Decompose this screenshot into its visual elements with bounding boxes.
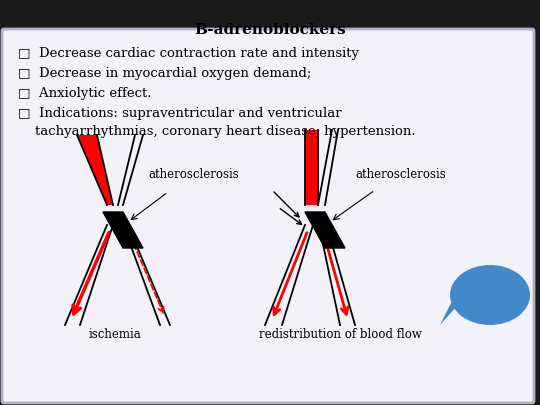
Polygon shape — [77, 135, 113, 205]
Text: ischemia: ischemia — [89, 328, 141, 341]
Text: redistribution of blood flow: redistribution of blood flow — [259, 328, 421, 341]
Text: □  Decrease in myocardial oxygen demand;: □ Decrease in myocardial oxygen demand; — [18, 66, 312, 79]
Text: □  Anxiolytic effect.: □ Anxiolytic effect. — [18, 87, 152, 100]
Polygon shape — [103, 212, 143, 248]
Polygon shape — [440, 295, 465, 325]
Text: tachyarrhythmias, coronary heart disease, hypertension.: tachyarrhythmias, coronary heart disease… — [18, 124, 416, 138]
Text: B-adrenoblockers: B-adrenoblockers — [194, 23, 346, 37]
Text: □  Decrease cardiac contraction rate and intensity: □ Decrease cardiac contraction rate and … — [18, 47, 359, 60]
Text: □  Indications: supraventricular and ventricular: □ Indications: supraventricular and vent… — [18, 107, 342, 119]
Text: atherosclerosis: atherosclerosis — [148, 168, 239, 181]
FancyBboxPatch shape — [2, 29, 534, 403]
Polygon shape — [305, 130, 318, 205]
Text: atherosclerosis: atherosclerosis — [355, 168, 446, 181]
Polygon shape — [305, 212, 345, 248]
Ellipse shape — [450, 265, 530, 325]
